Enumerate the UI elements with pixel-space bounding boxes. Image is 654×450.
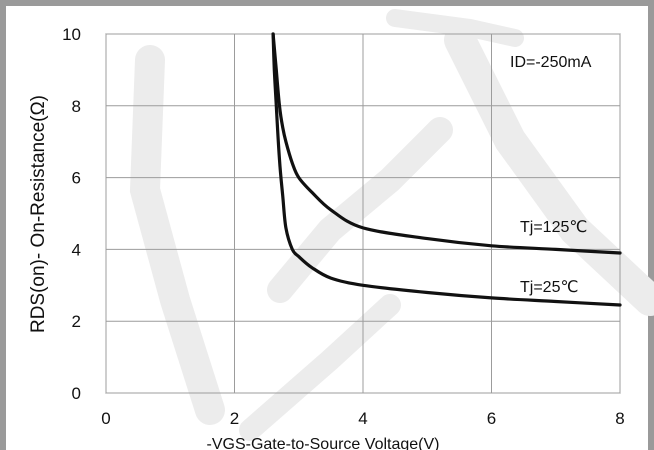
series-label-1: Tj=25℃ [520, 279, 578, 296]
y-tick-labels: 0 2 4 6 8 10 [62, 25, 81, 403]
y-tick-label-2: 4 [72, 240, 81, 259]
y-tick-label-4: 8 [72, 97, 81, 116]
x-tick-label-0: 0 [101, 409, 110, 428]
y-axis-title: RDS(on)- On-Resistance(Ω) [28, 95, 49, 333]
x-tick-label-4: 8 [615, 409, 624, 428]
condition-annotation: ID=-250mA [510, 54, 592, 71]
series-group: Tj=125℃ Tj=25℃ [271, 32, 622, 307]
grid [105, 33, 621, 394]
series-label-0: Tj=125℃ [520, 219, 587, 236]
series-line-1 [271, 32, 622, 307]
y-tick-label-3: 6 [72, 169, 81, 188]
y-tick-label-5: 10 [62, 25, 81, 44]
x-tick-label-3: 6 [487, 409, 496, 428]
x-tick-labels: 0 2 4 6 8 [101, 409, 624, 428]
x-axis-title: -VGS-Gate-to-Source Voltage(V) [207, 436, 440, 450]
watermark [129, 9, 654, 441]
y-tick-label-1: 2 [72, 312, 81, 331]
x-tick-label-1: 2 [230, 409, 239, 428]
x-tick-label-2: 4 [358, 409, 367, 428]
series-line-0 [271, 32, 622, 255]
y-tick-label-0: 0 [72, 384, 81, 403]
